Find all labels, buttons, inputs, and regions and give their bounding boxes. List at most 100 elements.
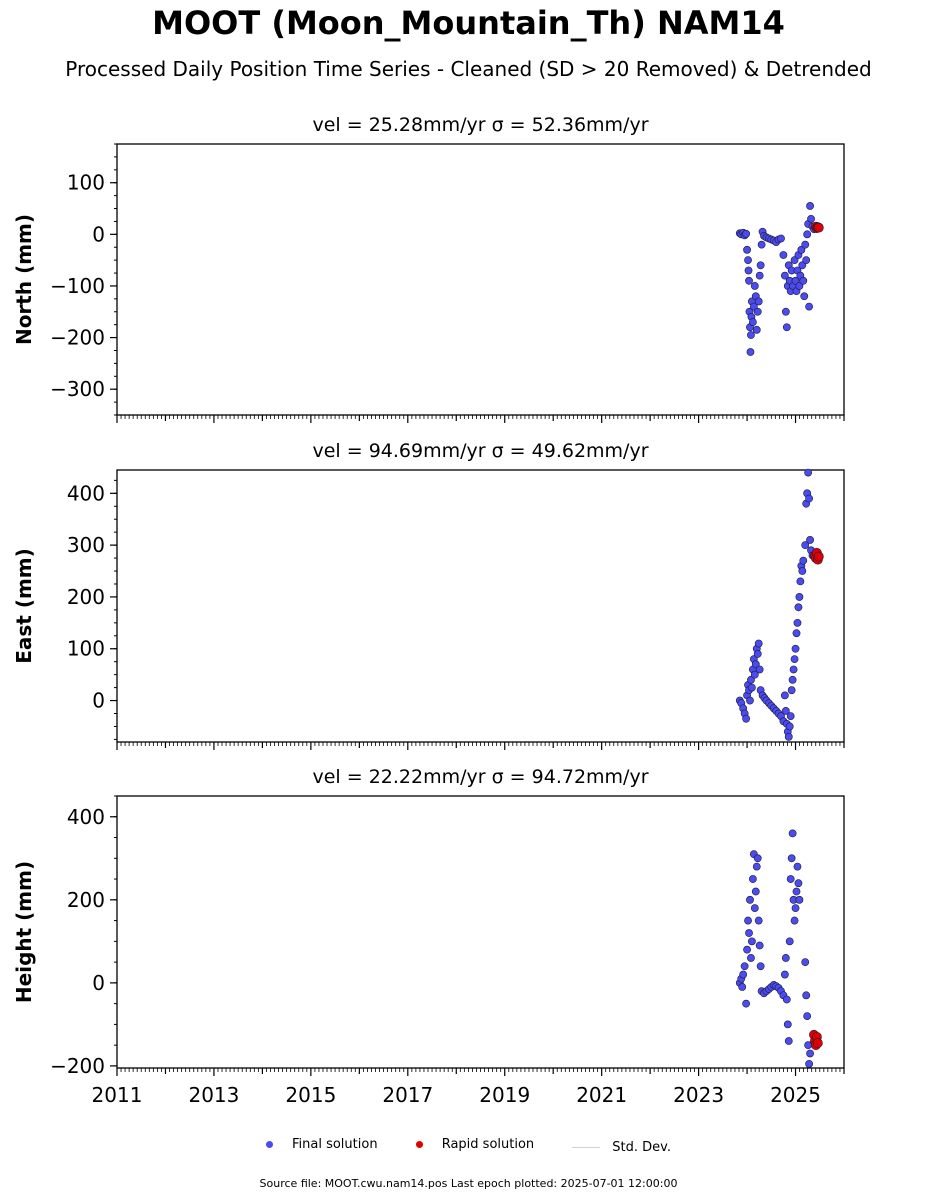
final-solution-point xyxy=(750,904,759,913)
final-solution-point xyxy=(798,261,807,270)
final-solution-point xyxy=(790,655,799,664)
final-solution-point xyxy=(755,665,764,674)
final-solution-point xyxy=(802,991,811,1000)
final-solution-point xyxy=(738,983,747,991)
source-footer: Source file: MOOT.cwu.nam14.pos Last epo… xyxy=(259,1177,678,1190)
panel-title: vel = 22.22mm/yr σ = 94.72mm/yr xyxy=(312,766,648,788)
final-solution-point xyxy=(749,302,758,311)
final-solution-point xyxy=(795,895,804,904)
final-solution-point xyxy=(751,887,760,896)
final-solution-point xyxy=(780,970,789,979)
y-tick-label: −200 xyxy=(50,1054,105,1078)
final-solution-point xyxy=(781,707,790,715)
final-solution-point xyxy=(796,577,805,586)
y-tick-label: 0 xyxy=(92,689,105,713)
final-solution-point xyxy=(791,904,800,913)
y-tick-label: −100 xyxy=(50,274,105,298)
final-solution-point xyxy=(754,297,763,306)
legend-label-std: Std. Dev. xyxy=(612,1140,671,1155)
final-solution-point xyxy=(781,307,790,316)
final-solution-point xyxy=(806,536,814,544)
final-solution-point xyxy=(748,875,757,883)
final-solution-point xyxy=(744,266,753,275)
final-solution-point xyxy=(753,854,762,863)
final-solution-point xyxy=(756,962,765,971)
y-axis-label: North (mm) xyxy=(12,214,36,345)
final-solution-point xyxy=(791,644,800,653)
y-tick-label: 300 xyxy=(67,533,105,557)
legend-marker-std xyxy=(572,1147,601,1148)
y-axis-label: Height (mm) xyxy=(12,861,36,1003)
legend-item-std: Std. Dev. xyxy=(572,1140,671,1155)
final-solution-point xyxy=(746,895,754,904)
y-tick-label: 400 xyxy=(67,481,105,505)
final-solution-point xyxy=(754,639,763,648)
final-solution-point xyxy=(755,941,764,950)
final-solution-point xyxy=(805,494,814,503)
final-solution-point xyxy=(747,675,755,684)
final-solution-point xyxy=(740,962,749,971)
y-tick-label: 0 xyxy=(92,222,105,246)
final-solution-point xyxy=(792,887,801,896)
final-solution-point xyxy=(789,665,798,674)
final-solution-point xyxy=(750,282,759,290)
y-tick-label: −300 xyxy=(50,377,105,401)
rapid-solution-point xyxy=(812,1038,823,1048)
final-solution-point xyxy=(744,916,752,925)
final-solution-point xyxy=(748,318,757,326)
x-tick-label: 2021 xyxy=(576,1083,627,1107)
final-solution-point xyxy=(752,325,761,334)
chart-subtitle: Processed Daily Position Time Series - C… xyxy=(65,57,872,81)
legend-label-rapid: Rapid solution xyxy=(441,1137,535,1152)
final-solution-point xyxy=(785,937,794,946)
final-solution-point xyxy=(748,683,756,692)
y-tick-label: 200 xyxy=(67,888,105,912)
panel-frame xyxy=(116,469,845,743)
final-solution-point xyxy=(803,230,812,239)
final-solution-point xyxy=(747,331,755,339)
final-solution-point xyxy=(793,618,802,627)
y-tick-label: 100 xyxy=(67,171,105,195)
x-tick-label: 2013 xyxy=(188,1083,239,1107)
legend-item-rapid: Rapid solution xyxy=(415,1137,535,1152)
final-solution-point xyxy=(750,670,759,679)
final-solution-point xyxy=(739,970,748,979)
final-solution-point xyxy=(804,468,813,477)
panel-title: vel = 94.69mm/yr σ = 49.62mm/yr xyxy=(312,440,648,462)
panel-title: vel = 25.28mm/yr σ = 52.36mm/yr xyxy=(312,114,648,136)
final-solution-point xyxy=(786,712,795,720)
final-solution-point xyxy=(780,691,789,700)
final-solution-point xyxy=(788,675,797,684)
legend-label-final: Final solution xyxy=(291,1137,378,1152)
final-solution-point xyxy=(743,945,751,954)
final-solution-point xyxy=(794,603,803,612)
final-solution-point xyxy=(787,854,796,863)
x-tick-label: 2025 xyxy=(770,1083,821,1107)
final-solution-point xyxy=(779,251,788,259)
final-solution-point xyxy=(756,261,765,270)
y-tick-label: 400 xyxy=(67,805,105,829)
final-solution-point xyxy=(781,954,790,962)
x-tick-label: 2015 xyxy=(285,1083,336,1107)
rapid-solution-point xyxy=(813,551,824,562)
final-solution-point xyxy=(795,282,804,290)
final-solution-point xyxy=(797,245,806,254)
final-solution-point xyxy=(798,567,807,575)
final-solution-point xyxy=(742,714,750,723)
final-solution-point xyxy=(806,1049,814,1058)
final-solution-point xyxy=(785,722,794,731)
final-solution-point xyxy=(795,593,804,601)
final-solution-point xyxy=(792,629,801,638)
y-tick-label: 100 xyxy=(67,637,105,661)
final-solution-point xyxy=(799,556,808,565)
final-solution-point xyxy=(801,541,810,550)
final-solution-point xyxy=(791,276,800,285)
final-solution-point xyxy=(799,276,808,285)
final-solution-point xyxy=(742,229,750,238)
final-solution-point xyxy=(783,1020,792,1029)
final-solution-point xyxy=(757,240,766,249)
final-solution-point xyxy=(754,916,763,925)
chart-canvas: vel = 25.28mm/yr σ = 52.36mm/yr North (mm… xyxy=(12,114,845,1107)
final-solution-point xyxy=(745,276,753,285)
final-solution-point xyxy=(794,879,803,888)
